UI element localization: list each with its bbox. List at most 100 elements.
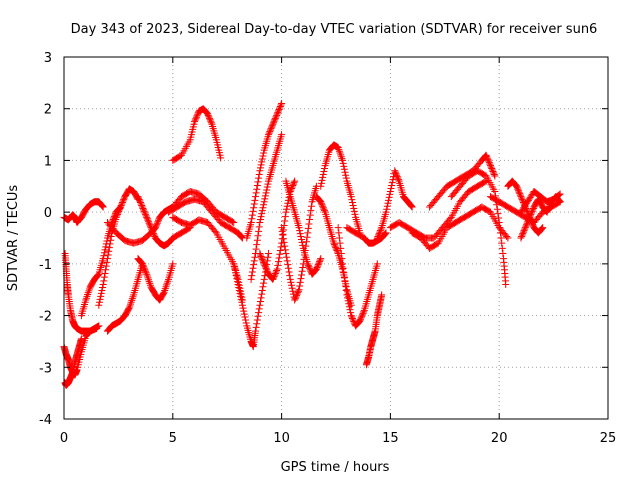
data-point bbox=[340, 269, 348, 277]
data-point bbox=[351, 210, 359, 218]
data-point bbox=[521, 225, 529, 233]
data-point bbox=[278, 224, 286, 232]
data-point bbox=[518, 196, 526, 204]
data-point bbox=[235, 286, 243, 294]
data-point bbox=[204, 111, 212, 119]
y-tick-label: 0 bbox=[44, 206, 52, 221]
data-point bbox=[258, 255, 266, 263]
data-point bbox=[303, 233, 311, 241]
data-point bbox=[393, 171, 401, 179]
data-point bbox=[446, 215, 454, 223]
data-point bbox=[514, 187, 522, 195]
data-point bbox=[283, 253, 291, 261]
data-point bbox=[129, 293, 137, 301]
data-point bbox=[486, 162, 494, 170]
data-point bbox=[332, 245, 340, 253]
data-point bbox=[99, 281, 107, 289]
data-point bbox=[256, 251, 264, 259]
data-point bbox=[332, 244, 340, 252]
data-point bbox=[291, 295, 299, 303]
data-point bbox=[268, 123, 276, 131]
data-point bbox=[192, 115, 200, 123]
data-point bbox=[289, 180, 297, 188]
data-point bbox=[100, 249, 108, 257]
data-point bbox=[136, 197, 144, 205]
data-point bbox=[486, 160, 494, 168]
data-point bbox=[233, 275, 241, 283]
data-point bbox=[394, 176, 402, 184]
data-point bbox=[138, 201, 146, 209]
data-point bbox=[211, 227, 219, 235]
y-tick-label: -2 bbox=[39, 310, 52, 325]
data-point bbox=[125, 305, 133, 313]
data-point bbox=[341, 168, 349, 176]
data-point bbox=[344, 297, 352, 305]
data-point bbox=[339, 156, 347, 164]
data-point bbox=[521, 224, 529, 232]
data-point bbox=[513, 184, 521, 192]
data-point bbox=[523, 219, 531, 227]
data-point bbox=[101, 246, 109, 254]
data-point bbox=[317, 198, 325, 206]
x-tick-label: 20 bbox=[491, 431, 508, 446]
data-point bbox=[294, 289, 302, 297]
data-point bbox=[346, 306, 354, 314]
data-point bbox=[274, 108, 282, 116]
data-point bbox=[143, 272, 151, 280]
data-point bbox=[95, 301, 103, 309]
data-point bbox=[333, 247, 341, 255]
data-point bbox=[241, 313, 249, 321]
data-point bbox=[296, 227, 304, 235]
data-point bbox=[268, 122, 276, 130]
data-point bbox=[191, 116, 199, 124]
data-point bbox=[260, 279, 268, 287]
data-point bbox=[392, 170, 400, 178]
data-point bbox=[273, 265, 281, 273]
data-point bbox=[304, 261, 312, 269]
data-point bbox=[265, 250, 273, 258]
series-track-15 bbox=[243, 100, 286, 242]
data-point bbox=[305, 263, 313, 271]
data-point bbox=[100, 252, 108, 260]
data-point bbox=[231, 266, 239, 274]
data-point bbox=[386, 187, 394, 195]
data-point bbox=[298, 267, 306, 275]
data-point bbox=[251, 253, 259, 261]
data-point bbox=[146, 221, 154, 229]
data-point bbox=[128, 295, 136, 303]
data-point bbox=[100, 277, 108, 285]
data-point bbox=[139, 204, 147, 212]
data-point bbox=[287, 278, 295, 286]
data-point bbox=[120, 196, 128, 204]
data-point bbox=[320, 205, 328, 213]
data-point bbox=[257, 252, 265, 260]
data-point bbox=[483, 154, 491, 162]
data-point bbox=[271, 116, 279, 124]
data-point bbox=[273, 267, 281, 275]
data-point bbox=[258, 155, 266, 163]
data-point bbox=[277, 243, 285, 251]
data-point bbox=[259, 152, 267, 160]
data-point bbox=[235, 283, 243, 291]
data-point bbox=[249, 207, 257, 215]
data-point bbox=[544, 205, 552, 213]
data-point bbox=[257, 161, 265, 169]
data-point bbox=[254, 312, 262, 320]
data-point bbox=[338, 255, 346, 263]
data-point bbox=[99, 283, 107, 291]
x-tick-labels: 0 5 10 15 20 25 bbox=[60, 431, 616, 446]
data-point bbox=[320, 165, 328, 173]
data-point bbox=[342, 282, 350, 290]
data-point bbox=[296, 282, 304, 290]
data-point bbox=[260, 198, 268, 206]
data-point bbox=[282, 250, 290, 258]
data-point bbox=[263, 183, 271, 191]
data-point bbox=[376, 227, 384, 235]
data-point bbox=[141, 267, 149, 275]
data-point bbox=[293, 290, 301, 298]
data-point bbox=[77, 335, 85, 343]
data-point bbox=[407, 201, 415, 209]
data-point bbox=[283, 202, 291, 210]
data-point bbox=[255, 174, 263, 182]
data-point bbox=[307, 202, 315, 210]
